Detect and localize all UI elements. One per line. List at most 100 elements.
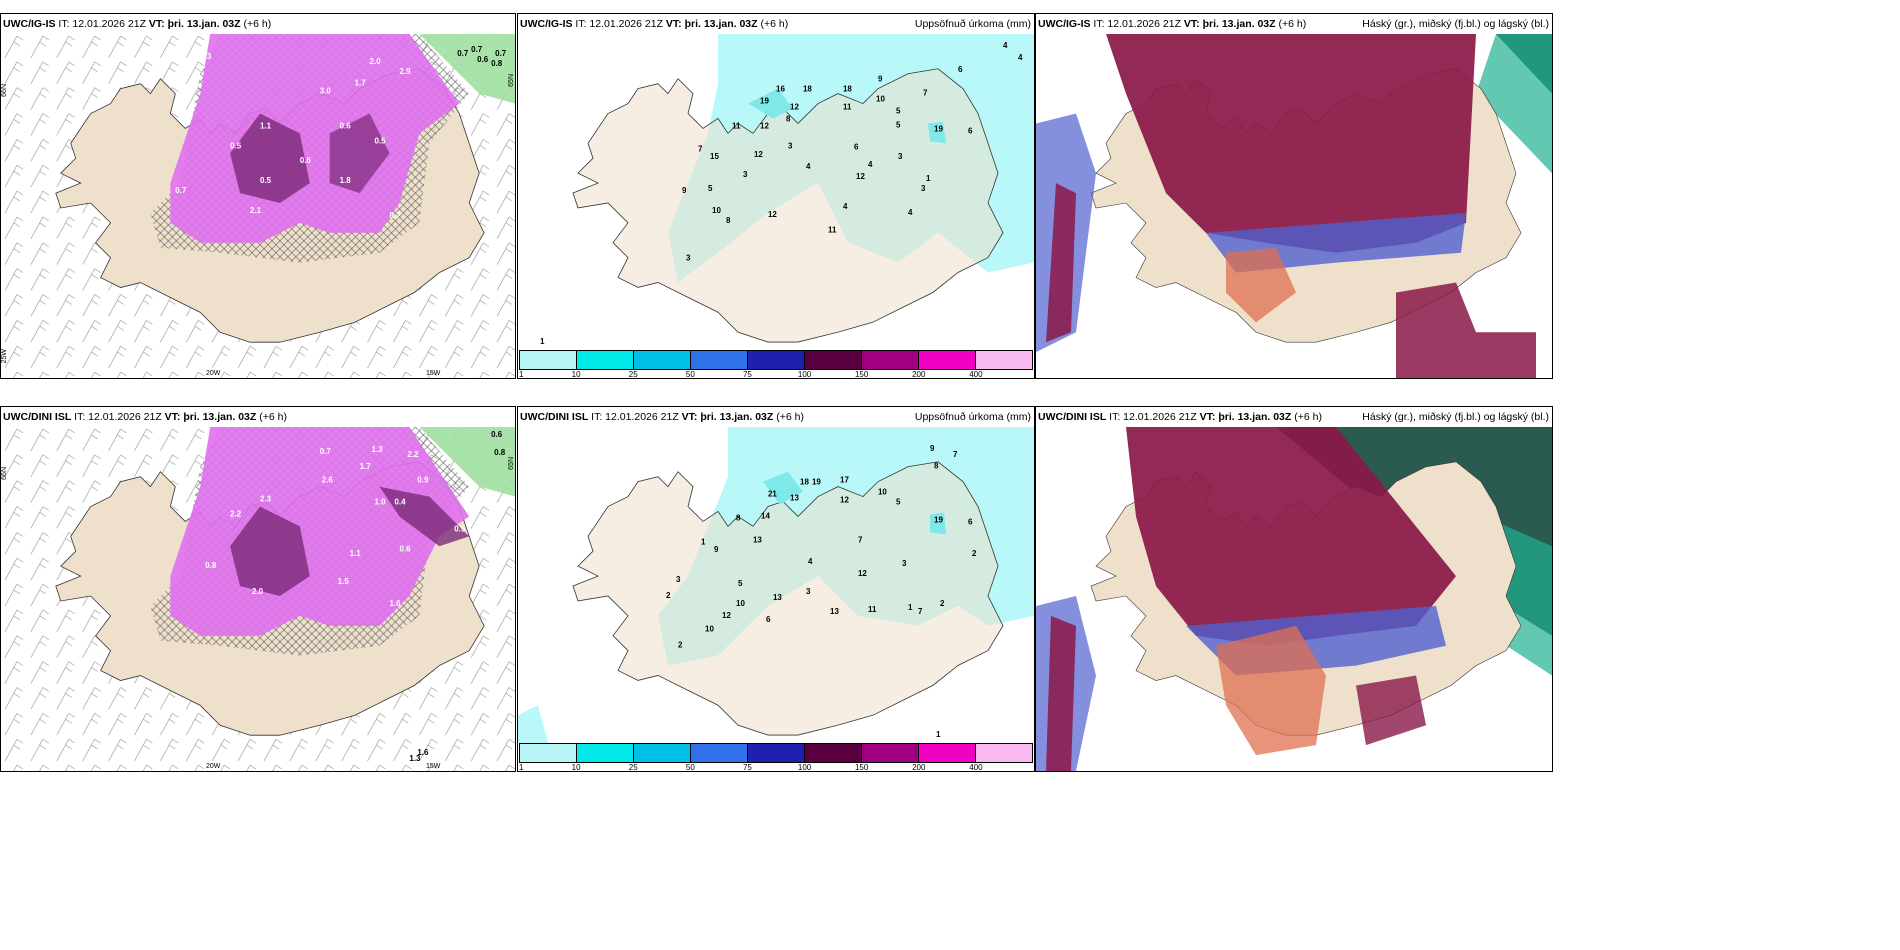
value-label: 1.1	[260, 121, 272, 130]
precip-map: 9 7 8 17 18 19 21 13 10 5 6 12 19 8 14 1…	[518, 427, 1034, 743]
value-label: 4	[806, 162, 811, 171]
value-label: 2.2	[230, 509, 242, 518]
panel-top-left: UWC/IG-IS IT: 12.01.2026 21Z VT: þri. 13…	[0, 13, 516, 379]
value-label: 21	[768, 490, 777, 499]
legend-tick-label: 400	[969, 763, 983, 772]
lon-label: 15W	[426, 370, 441, 377]
model-name: UWC/IG-IS	[520, 18, 573, 30]
value-label: 0.8	[491, 59, 503, 68]
value-label: 11	[828, 226, 837, 235]
legend-swatch	[634, 744, 691, 762]
valid-time: þri. 13.jan. 03Z	[1202, 18, 1276, 30]
precip-legend: 1 10 25 50 75 100 150 200 400	[519, 350, 1033, 378]
wind-precip-map: 0.6 0.8 1.3 2.2 1.7 2.6 0.7 1.0 0.4 0.9 …	[1, 427, 515, 771]
legend-swatch	[748, 351, 805, 369]
value-label: 14	[761, 511, 770, 520]
value-label: 6	[968, 126, 973, 135]
lon-label: 20W	[206, 763, 221, 770]
init-time: IT: 12.01.2026 21Z	[74, 411, 162, 423]
panel-top-middle: UWC/IG-IS IT: 12.01.2026 21Z VT: þri. 13…	[517, 13, 1035, 379]
value-label: 3.0	[320, 87, 332, 96]
value-label: 2.9	[399, 67, 411, 76]
value-label: 13	[753, 535, 762, 544]
value-label: 7	[698, 144, 703, 153]
value-label: 18	[843, 85, 852, 94]
value-label: 3	[788, 141, 793, 150]
valid-time: þri. 13.jan. 03Z	[684, 18, 758, 30]
value-label: 17	[840, 476, 849, 485]
value-label: 0.5	[454, 524, 466, 533]
legend-tick-label: 25	[628, 370, 638, 379]
lead-time: (+6 h)	[259, 411, 287, 423]
value-labels: 2.0 2.9 1.7 3.0 0.6 0.5 1.1 0.5 0.6 0.3 …	[175, 45, 506, 220]
lead-time: (+6 h)	[776, 411, 804, 423]
cloud-map	[1036, 427, 1552, 771]
legend-swatch	[976, 351, 1032, 369]
value-label: 3	[806, 587, 811, 596]
panel-header: UWC/IG-IS IT: 12.01.2026 21Z VT: þri. 13…	[1036, 14, 1552, 34]
value-label: 0.6	[399, 544, 411, 553]
lat-label: 25W	[1, 349, 8, 364]
value-label: 7	[858, 535, 863, 544]
valid-time-label: VT:	[665, 18, 682, 30]
lat-label: 66N	[1, 467, 8, 480]
value-label: 1	[936, 730, 941, 739]
value-label: 9	[878, 75, 883, 84]
value-label: 1.3	[409, 754, 421, 763]
value-label: 19	[934, 124, 943, 133]
value-label: 1.1	[350, 549, 362, 558]
legend-swatch	[805, 351, 862, 369]
value-label: 18	[803, 85, 812, 94]
lead-time: (+6 h)	[1278, 18, 1307, 30]
panel-header: UWC/IG-IS IT: 12.01.2026 21Z VT: þri. 13…	[518, 14, 1034, 34]
value-label: 9	[714, 545, 719, 554]
value-label: 0.6	[477, 55, 489, 64]
panel-header: UWC/DINI ISL IT: 12.01.2026 21Z VT: þri.…	[1, 407, 515, 427]
value-label: 10	[878, 488, 887, 497]
value-label: 3	[676, 575, 681, 584]
value-label: 2.6	[322, 476, 334, 485]
valid-time-label: VT:	[1199, 411, 1216, 423]
value-label: 12	[856, 172, 865, 181]
value-label: 4	[1003, 41, 1008, 50]
lat-label: 65N	[508, 74, 515, 87]
value-label: 10	[876, 95, 885, 104]
init-time: IT: 12.01.2026 21Z	[1109, 411, 1197, 423]
lat-label: 65N	[508, 457, 515, 470]
legend-swatch	[862, 351, 919, 369]
value-label: 15	[710, 152, 719, 161]
panel-bottom-left: UWC/DINI ISL IT: 12.01.2026 21Z VT: þri.…	[0, 406, 516, 772]
valid-time: þri. 13.jan. 03Z	[1218, 411, 1292, 423]
value-label: 19	[812, 478, 821, 487]
value-label: 7	[918, 607, 923, 616]
valid-time-label: VT:	[164, 411, 181, 423]
value-label: 0.4	[394, 498, 406, 507]
value-label: 0.6	[491, 430, 503, 439]
value-label: 12	[840, 496, 849, 505]
value-label: 1.5	[338, 577, 350, 586]
value-label: 2.3	[260, 495, 272, 504]
value-label: 8	[786, 114, 791, 123]
map-title: Háský (gr.), miðský (fj.bl.) og lágský (…	[1362, 411, 1549, 423]
legend-swatch	[691, 744, 748, 762]
value-label: 2	[678, 641, 683, 650]
legend-tick-label: 150	[854, 370, 869, 379]
legend-tick-label: 200	[912, 370, 926, 379]
legend-tick-label: 200	[912, 763, 926, 772]
init-time: IT: 12.01.2026 21Z	[1093, 18, 1181, 30]
value-label: 19	[934, 515, 943, 524]
value-label: 6	[854, 142, 859, 151]
value-label: 0.7	[175, 186, 187, 195]
value-label: 5	[738, 579, 743, 588]
legend-swatch	[919, 744, 976, 762]
value-label: 0.7	[471, 45, 483, 54]
value-label: 1	[926, 174, 931, 183]
legend-swatch	[577, 351, 634, 369]
value-label: 11	[732, 121, 741, 130]
value-label: 1.0	[375, 498, 387, 507]
value-label: 2	[972, 549, 977, 558]
value-label: 1.6	[389, 599, 401, 608]
value-label: 18	[800, 478, 809, 487]
model-name: UWC/DINI ISL	[520, 411, 589, 423]
value-label: 8	[726, 216, 731, 225]
